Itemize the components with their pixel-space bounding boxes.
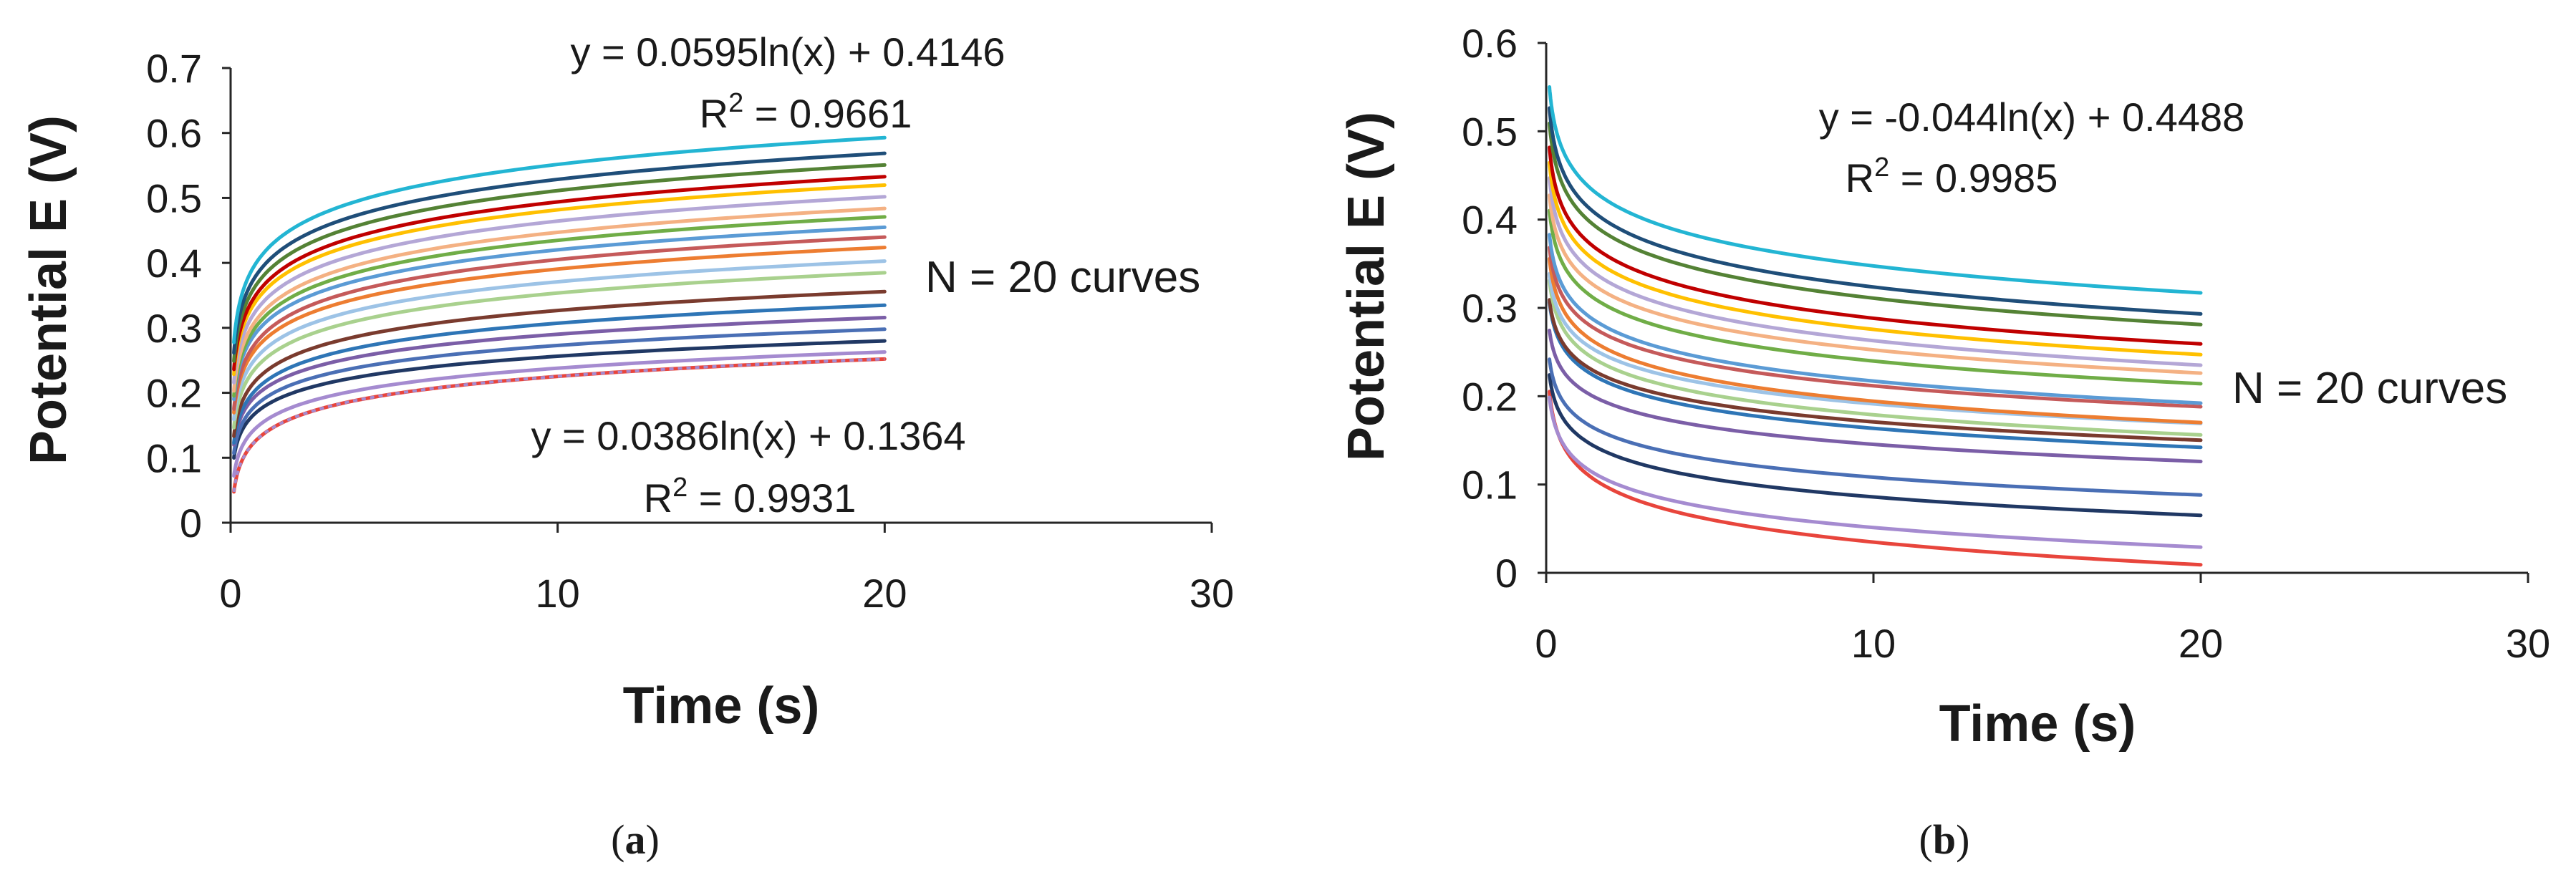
panel-b-y-tick-label: 0.2 — [1462, 374, 1518, 419]
panel-b-curve — [1548, 176, 2203, 367]
panel-a-y-axis-label: Potential E (V) — [20, 115, 77, 465]
panel-a-lower-r2: R2 = 0.9931 — [644, 473, 857, 521]
panel-b-y-tick-label: 0.6 — [1462, 21, 1518, 66]
panel-b-y-tick-label: 0.5 — [1462, 109, 1518, 154]
panel-a-upper-equation: y = 0.0595ln(x) + 0.4146 — [570, 29, 1005, 74]
panel-a-x-tick-label: 10 — [536, 571, 580, 616]
panel-b-label: (b) — [1919, 816, 1970, 863]
panel-b-r2-sup: 2 — [1874, 153, 1889, 183]
panel-a-curve — [232, 271, 887, 430]
panel-a-lower-r2-value: = 0.9931 — [688, 475, 856, 521]
panel-b-x-axis-label: Time (s) — [1939, 695, 2136, 753]
panel-b-curve — [1548, 145, 2203, 346]
panel-a-ticks: 0 0.1 0.2 0.3 0.4 0.5 0.6 0.7 0 10 20 30 — [146, 46, 1234, 616]
panel-b-x-tick-label: 0 — [1535, 621, 1557, 666]
panel-b-r2-value: = 0.9985 — [1889, 155, 2058, 200]
panel-a-trendlines — [232, 136, 885, 493]
panel-a-upper-r2-value: = 0.9661 — [743, 91, 912, 136]
panel-a-x-tick-label: 0 — [219, 571, 241, 616]
panel-b-x-tick-label: 10 — [1851, 621, 1896, 666]
panel-b-r2-prefix: R — [1846, 155, 1874, 200]
panel-b-curve — [1548, 208, 2203, 386]
panel-a-trendline — [232, 136, 885, 343]
panel-a-curve — [232, 327, 887, 455]
panel-a-y-tick-label: 0.6 — [146, 111, 202, 156]
panel-b-curve — [1548, 395, 2203, 549]
panel-b-curve — [1548, 233, 2203, 405]
panel-a-lower-equation: y = 0.0386ln(x) + 0.1364 — [531, 413, 965, 458]
panel-b-curve — [1548, 160, 2203, 357]
panel-a-lower-r2-prefix: R — [644, 475, 672, 521]
panel-a-curve — [232, 289, 887, 438]
panel-b-curve — [1548, 279, 2203, 437]
panel-b-curve — [1548, 106, 2203, 316]
panel-a-curve — [232, 350, 887, 478]
panel-a-lower-r2-sup: 2 — [672, 473, 688, 503]
panel-a-upper-r2-sup: 2 — [728, 88, 743, 118]
panel-b-label-close: ) — [1956, 816, 1969, 863]
panel-a-trendline — [232, 357, 885, 493]
panel-b-label-letter: b — [1933, 816, 1956, 863]
panel-a-curve — [232, 235, 887, 411]
panel-b-curves — [1548, 85, 2203, 567]
panel-a-curve — [232, 151, 887, 355]
panel-a-y-tick-label: 0.3 — [146, 306, 202, 351]
panel-a-y-tick-label: 0.4 — [146, 241, 202, 286]
panel-a-y-tick-label: 0.5 — [146, 175, 202, 221]
panel-b-x-tick-label: 30 — [2506, 621, 2550, 666]
panel-b-equation: y = -0.044ln(x) + 0.4488 — [1819, 95, 2245, 140]
panel-b-y-tick-label: 0.4 — [1462, 198, 1518, 243]
panel-a-x-axis-label: Time (s) — [623, 677, 820, 735]
panel-a-label-open: ( — [611, 816, 624, 863]
panel-a-upper-r2-prefix: R — [700, 91, 728, 136]
panel-b-curve — [1548, 357, 2203, 497]
panel-a-y-tick-label: 0.7 — [146, 46, 202, 91]
panel-a-x-tick-label: 30 — [1190, 571, 1234, 616]
panel-a-curve-count: N = 20 curves — [925, 253, 1200, 302]
panel-b-trendlines — [1548, 87, 2201, 294]
panel-b-curve — [1548, 329, 2203, 463]
panel-b-chart: 0 0.1 0.2 0.3 0.4 0.5 0.6 0 10 20 30 Potential E (… — [1338, 21, 2550, 863]
panel-b-y-tick-label: 0.1 — [1462, 463, 1518, 508]
panel-a-label-close: ) — [646, 816, 660, 863]
panel-b-curve — [1548, 298, 2203, 443]
panel-a-upper-r2: R2 = 0.9661 — [700, 88, 912, 136]
panel-b-curve-count: N = 20 curves — [2232, 364, 2507, 413]
panel-b-ticks: 0 0.1 0.2 0.3 0.4 0.5 0.6 0 10 20 30 — [1462, 21, 2550, 666]
panel-a-y-tick-label: 0 — [180, 501, 202, 546]
panel-a-curves — [232, 135, 887, 494]
panel-b-curve — [1548, 373, 2203, 518]
panel-b-curve — [1548, 193, 2203, 375]
panel-a-chart: 0 0.1 0.2 0.3 0.4 0.5 0.6 0.7 0 10 20 30 Potential … — [20, 29, 1234, 863]
panel-b-y-tick-label: 0.3 — [1462, 286, 1518, 331]
panel-b-y-tick-label: 0 — [1495, 551, 1518, 596]
panel-b-curve — [1548, 246, 2203, 409]
panel-b-trendline — [1548, 87, 2201, 294]
panel-a-label: (a) — [611, 816, 660, 863]
panel-a-curve — [232, 303, 887, 445]
panel-b-y-axis-label: Potential E (V) — [1338, 112, 1395, 461]
panel-b-x-tick-label: 20 — [2179, 621, 2223, 666]
panel-a-x-tick-label: 20 — [862, 571, 907, 616]
panel-b-curve — [1548, 271, 2203, 425]
panel-a-y-tick-label: 0.2 — [146, 371, 202, 416]
panel-b-curve — [1548, 256, 2203, 425]
panel-a-label-letter: a — [625, 816, 646, 863]
panel-b-r2: R2 = 0.9985 — [1846, 153, 2058, 200]
panel-b-label-open: ( — [1919, 816, 1933, 863]
panel-b-curve — [1548, 121, 2203, 327]
panel-a-y-tick-label: 0.1 — [146, 435, 202, 480]
